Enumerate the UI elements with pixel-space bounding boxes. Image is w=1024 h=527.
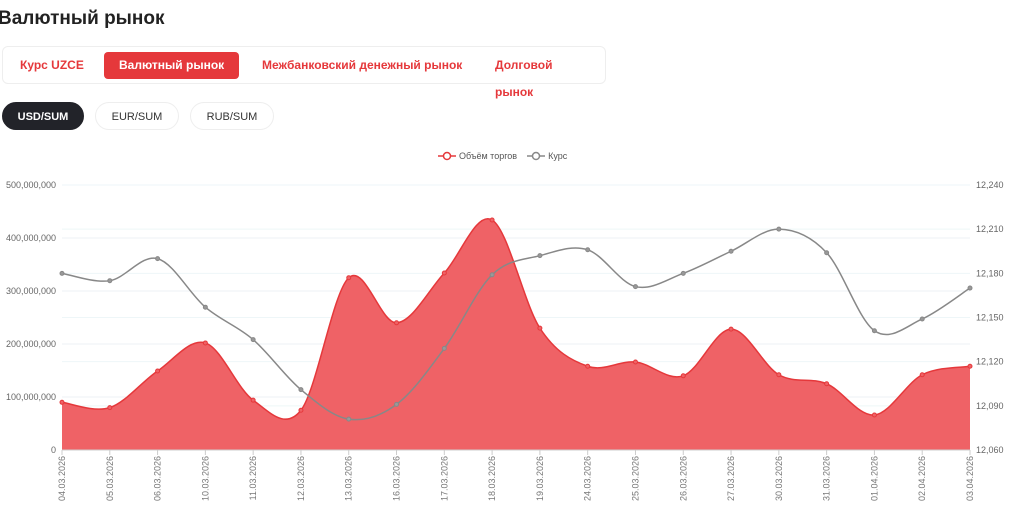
rate-point	[680, 270, 686, 276]
x-axis-tick-label: 16.03.2026	[392, 456, 402, 501]
rate-point	[967, 285, 973, 291]
pair-usd-sum[interactable]: USD/SUM	[2, 102, 84, 130]
volume-point	[298, 407, 304, 413]
volume-point	[489, 217, 495, 223]
volume-point	[824, 381, 830, 387]
volume-point	[346, 275, 352, 281]
volume-point	[250, 397, 256, 403]
x-axis-tick-label: 25.03.2026	[630, 456, 640, 501]
rate-point	[394, 401, 400, 407]
volume-point	[967, 363, 973, 369]
volume-point	[537, 325, 543, 331]
x-axis-tick-label: 03.04.2026	[965, 456, 975, 501]
x-axis-tick-label: 31.03.2026	[822, 456, 832, 501]
right-axis-tick-label: 12,210	[976, 224, 1004, 234]
right-axis-tick-label: 12,150	[976, 313, 1004, 323]
x-axis-tick-label: 19.03.2026	[535, 456, 545, 501]
volume-point	[585, 363, 591, 369]
rate-point	[824, 250, 830, 256]
pair-rub-sum[interactable]: RUB/SUM	[190, 102, 274, 130]
page-title: Валютный рынок	[0, 8, 165, 29]
legend-label-volume: Объём торгов	[459, 151, 518, 161]
volume-line	[61, 218, 971, 420]
right-axis-tick-label: 12,060	[976, 445, 1004, 455]
x-axis-tick-label: 30.03.2026	[774, 456, 784, 501]
rate-point	[441, 345, 447, 351]
x-axis-tick-label: 18.03.2026	[487, 456, 497, 501]
volume-point	[632, 359, 638, 365]
legend-item-rate[interactable]: Курс	[527, 151, 567, 161]
right-axis-tick-label: 12,240	[976, 180, 1004, 190]
volume-point	[107, 405, 113, 411]
chart-legend: Объём торгов Курс	[438, 151, 573, 161]
right-axis-tick-label: 12,120	[976, 357, 1004, 367]
left-axis-tick-label: 300,000,000	[6, 286, 56, 296]
tab-currency-market[interactable]: Валютный рынок	[104, 52, 240, 79]
x-axis-tick-label: 27.03.2026	[726, 456, 736, 501]
left-axis-tick-label: 200,000,000	[6, 339, 56, 349]
volume-area	[62, 218, 970, 450]
volume-point	[202, 340, 208, 346]
volume-point	[728, 326, 734, 332]
volume-point	[919, 372, 925, 378]
rate-point	[632, 284, 638, 290]
volume-point	[394, 320, 400, 326]
legend-label-rate: Курс	[548, 151, 568, 161]
volume-point	[59, 399, 65, 405]
pair-eur-sum[interactable]: EUR/SUM	[95, 102, 179, 130]
rate-point	[776, 226, 782, 232]
right-axis-tick-label: 12,180	[976, 268, 1004, 278]
x-axis-tick-label: 10.03.2026	[200, 456, 210, 501]
x-axis-tick-label: 02.04.2026	[917, 456, 927, 501]
rate-point	[585, 247, 591, 253]
rate-point	[250, 337, 256, 343]
x-axis-tick-label: 12.03.2026	[296, 456, 306, 501]
tab-interbank-market[interactable]: Межбанковский денежный рынок	[262, 58, 463, 72]
x-axis-tick-label: 11.03.2026	[248, 456, 258, 500]
rate-point	[107, 278, 113, 284]
x-axis-tick-label: 13.03.2026	[344, 456, 354, 501]
x-axis-tick-label: 17.03.2026	[439, 456, 449, 501]
x-axis-tick-label: 01.04.2026	[869, 456, 879, 501]
volume-point	[441, 270, 447, 276]
x-axis-tick-label: 26.03.2026	[678, 456, 688, 501]
rate-point	[919, 316, 925, 322]
legend-marker-volume-icon	[438, 151, 456, 161]
rate-line	[61, 228, 971, 421]
rate-point	[155, 256, 161, 262]
tab-debt-market[interactable]: Долговой рынок	[495, 58, 553, 99]
right-axis-tick-label: 12,090	[976, 401, 1004, 411]
volume-point	[776, 372, 782, 378]
left-axis-tick-label: 500,000,000	[6, 180, 56, 190]
rate-point	[202, 304, 208, 310]
rate-point	[298, 387, 304, 393]
rate-point	[871, 328, 877, 334]
rate-point	[59, 270, 65, 276]
x-axis-tick-label: 05.03.2026	[105, 456, 115, 501]
volume-point	[871, 412, 877, 418]
rate-point	[489, 272, 495, 278]
rate-point	[537, 253, 543, 259]
left-axis-tick-label: 0	[51, 445, 56, 455]
market-tabs: Курс UZCE Валютный рынок Межбанковский д…	[2, 46, 606, 99]
x-axis-tick-label: 06.03.2026	[153, 456, 163, 501]
volume-point	[680, 373, 686, 379]
rate-point	[346, 416, 352, 422]
legend-marker-rate-icon	[527, 151, 546, 161]
x-axis-tick-label: 04.03.2026	[57, 456, 67, 501]
left-axis-tick-label: 100,000,000	[6, 392, 56, 402]
legend-item-volume[interactable]: Объём торгов	[438, 151, 517, 161]
rate-point	[728, 248, 734, 254]
left-axis-tick-label: 400,000,000	[6, 233, 56, 243]
x-axis-tick-label: 24.03.2026	[583, 456, 593, 501]
volume-point	[155, 368, 161, 374]
tab-kurs-uzce[interactable]: Курс UZCE	[20, 58, 84, 72]
